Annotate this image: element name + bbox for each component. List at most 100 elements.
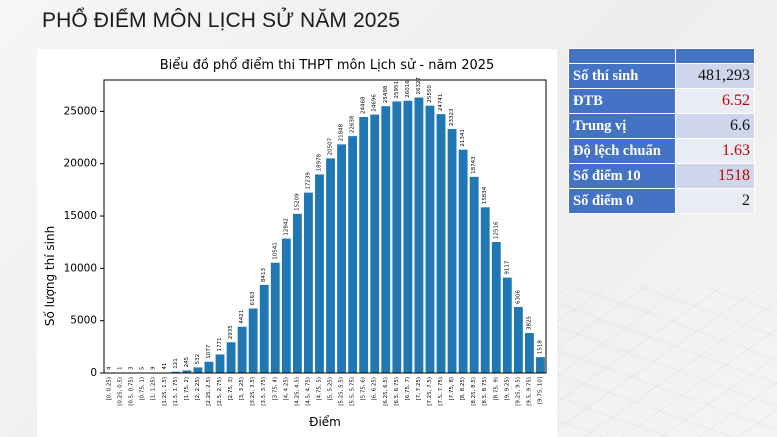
stats-label: Trung vị <box>568 113 676 139</box>
x-tick-label: [0.5, 0.75) <box>129 377 135 406</box>
x-tick-label: [4.25, 4.5) <box>294 377 300 406</box>
x-tick-label: [0, 0.25) <box>107 377 113 401</box>
x-tick-label: [3.75, 4) <box>272 377 278 401</box>
bar-value-label: 18978 <box>316 153 322 171</box>
bar <box>281 238 291 373</box>
stats-label: Số điểm 0 <box>568 188 676 214</box>
x-tick-label: [6.25, 6.5) <box>383 377 389 406</box>
stats-value: 1518 <box>675 163 755 189</box>
bar <box>392 101 402 374</box>
bar <box>458 149 468 373</box>
bar <box>171 371 181 373</box>
bar <box>381 106 391 373</box>
stats-table: Số thí sinh 481,293 ĐTB 6.52 Trung vị 6.6 Độ l… <box>568 48 755 214</box>
bar <box>259 284 269 373</box>
y-tick-label: 10000 <box>64 262 97 274</box>
bar <box>447 128 457 373</box>
bar-value-label: 26327 <box>416 77 422 95</box>
page-title: PHỔ ĐIỂM MÔN LỊCH SỬ NĂM 2025 <box>42 9 401 32</box>
plot-area: 4 [0, 0.25) 1 [0.25, 0.5) 3 [0.5, 0.75) 5 [0.75… <box>64 77 547 406</box>
bar <box>536 357 545 373</box>
stats-value: 6.52 <box>675 88 755 114</box>
bar-value-label: 6163 <box>250 291 256 305</box>
stats-label: ĐTB <box>568 88 676 114</box>
x-tick-label: [9.5, 9.75) <box>526 377 532 406</box>
stats-table-header-cell <box>568 48 676 64</box>
bar <box>403 100 413 373</box>
x-tick-label: [5.5, 5.75) <box>350 377 356 406</box>
bar-value-label: 532 <box>195 354 201 365</box>
x-axis-label: Điểm <box>309 415 341 429</box>
bar <box>414 97 424 373</box>
bar-value-label: 3 <box>129 366 135 370</box>
bar-value-label: 1518 <box>537 340 543 354</box>
x-tick-label: [5, 5.25) <box>328 377 334 401</box>
y-axis-label: Số lượng thí sinh <box>43 226 57 326</box>
bar-value-label: 24468 <box>361 96 367 114</box>
bar-value-label: 25951 <box>394 81 400 99</box>
bar <box>359 116 369 374</box>
x-tick-label: [2.75, 3) <box>228 377 234 401</box>
bar-value-label: 1771 <box>217 337 223 351</box>
bar-value-label: 23323 <box>449 108 455 126</box>
x-tick-label: [3.5, 3.75) <box>261 377 267 406</box>
x-tick-label: [6, 6.25) <box>372 377 378 401</box>
x-tick-label: [3.25, 3.5) <box>250 377 256 406</box>
x-tick-label: [4.75, 5) <box>316 377 322 401</box>
bar <box>182 370 192 373</box>
bar-value-label: 24741 <box>438 94 444 112</box>
stats-label: Độ lệch chuẩn <box>568 138 676 164</box>
y-tick-label: 15000 <box>64 210 97 222</box>
stats-value: 481,293 <box>675 63 755 89</box>
bar-value-label: 9117 <box>504 260 510 274</box>
bar <box>237 326 247 373</box>
x-tick-label: [1.75, 2) <box>184 377 190 401</box>
x-tick-label: [4.5, 4.75) <box>305 377 311 406</box>
bar-value-label: 9 <box>151 366 157 370</box>
bar-value-label: 21848 <box>339 123 345 141</box>
bar <box>436 114 446 374</box>
score-distribution-chart: Biểu đồ phổ điểm thi THPT môn Lịch sử - … <box>37 49 557 437</box>
bar-value-label: 20507 <box>328 137 334 155</box>
bar-value-label: 25550 <box>427 85 433 103</box>
stats-row: Số thí sinh 481,293 <box>568 63 755 89</box>
x-tick-label: [7, 7.25) <box>416 377 422 401</box>
bar <box>292 213 302 373</box>
bar <box>348 136 358 373</box>
bar-value-label: 18743 <box>471 156 477 174</box>
stats-label: Số điểm 10 <box>568 163 676 189</box>
background-floor-grid <box>537 287 777 437</box>
stats-row: Trung vị 6.6 <box>568 113 755 139</box>
bar-value-label: 1077 <box>206 344 212 358</box>
bar-value-label: 15834 <box>482 186 488 204</box>
x-tick-label: [7.75, 8) <box>449 377 455 401</box>
bar-value-label: 12842 <box>283 218 289 236</box>
y-tick-label: 25000 <box>64 105 97 117</box>
bar-value-label: 2935 <box>228 325 234 339</box>
bar <box>491 242 501 373</box>
x-tick-label: [9, 9.25) <box>504 377 510 401</box>
x-tick-label: [1.25, 1.5) <box>162 377 168 406</box>
stats-value: 2 <box>675 188 755 214</box>
bar-value-label: 10541 <box>272 242 278 260</box>
plot-frame <box>103 79 547 374</box>
x-tick-label: [3, 3.25) <box>239 377 245 401</box>
bar-value-label: 4421 <box>239 310 245 324</box>
x-tick-label: [8, 8.25) <box>460 377 466 401</box>
bar-value-label: 1 <box>118 366 124 370</box>
x-tick-label: [7.25, 7.5) <box>427 377 433 406</box>
x-tick-label: [2.5, 2.75) <box>217 377 223 406</box>
bar <box>513 307 523 373</box>
bar <box>326 158 335 373</box>
bar <box>370 114 380 373</box>
bar <box>193 367 203 373</box>
stats-row: Số điểm 10 1518 <box>568 163 755 189</box>
stats-table-header <box>568 48 755 64</box>
x-tick-label: [1, 1.25) <box>151 377 157 401</box>
chart-svg: Biểu đồ phổ điểm thi THPT môn Lịch sử - … <box>43 58 547 429</box>
x-tick-label: [0.25, 0.5) <box>118 377 124 406</box>
bar-value-label: 8413 <box>261 267 267 281</box>
bar <box>226 342 236 373</box>
stats-row: ĐTB 6.52 <box>568 88 755 114</box>
